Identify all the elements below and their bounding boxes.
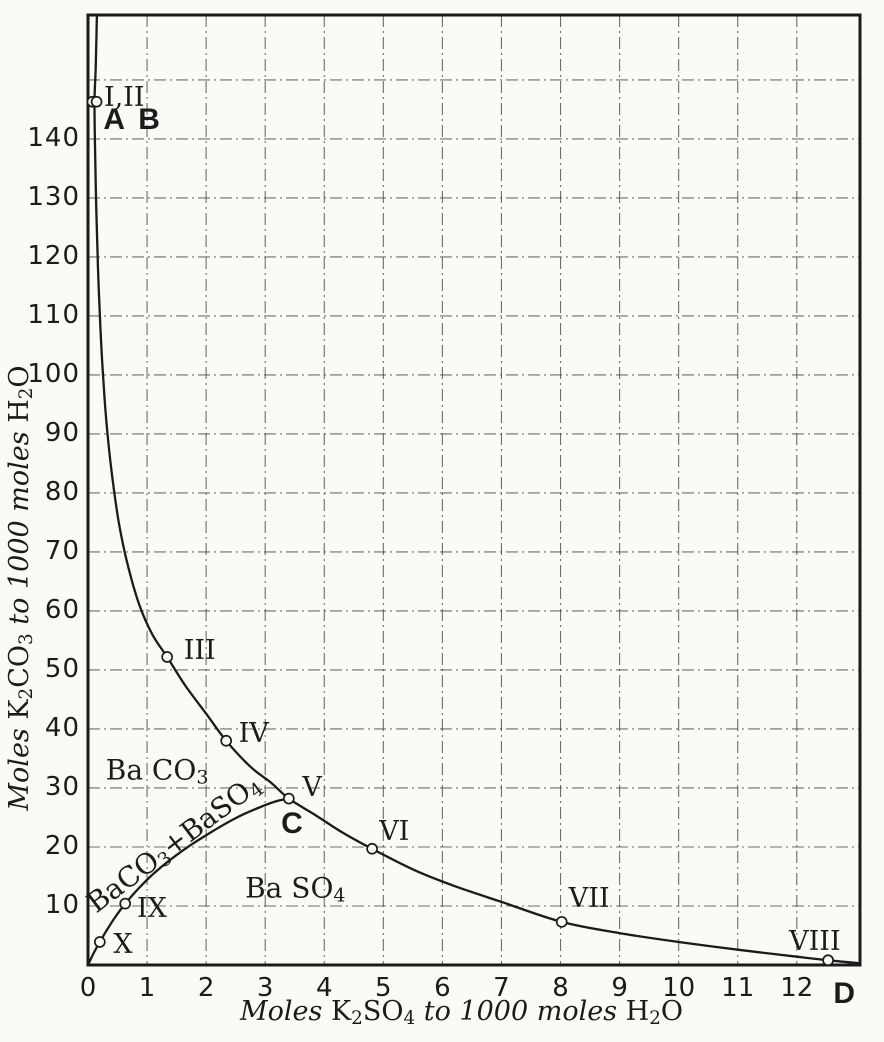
letter-label-A-B: A B [103,103,163,137]
y-tick-label-20: 20 [44,830,80,861]
data-point-markers [86,95,834,967]
region-label-Ba-SO-: Ba SO4 [245,871,346,907]
data-point-marker-I,II [90,95,103,108]
data-point-marker-VII [555,916,568,928]
data-point-marker-X [93,936,106,948]
data-point-marker-III [161,651,173,663]
y-tick-label-60: 60 [44,594,80,625]
x-tick-label-12: 12 [780,973,814,1003]
x-tick-label-8: 8 [552,973,569,1003]
x-tick-label-9: 9 [611,973,628,1003]
data-point-marker-VIII [822,954,834,967]
point-label-VI: VI [379,816,410,848]
y-tick-label-40: 40 [44,712,80,743]
data-point-marker-IV [220,734,233,747]
x-axis-title: Moles K2SO4 to 1000 moles H2O [240,996,684,1030]
y-tick-label-30: 30 [44,771,80,802]
x-tick-label-10: 10 [662,973,696,1003]
y-tick-label-80: 80 [44,476,80,507]
x-tick-label-5: 5 [375,973,392,1003]
y-tick-label-140: 140 [27,122,80,153]
x-tick-label-4: 4 [315,973,333,1003]
y-tick-label-90: 90 [44,417,80,448]
x-tick-label-2: 2 [197,973,215,1003]
data-point-marker-IX [119,897,132,910]
y-tick-label-100: 100 [27,358,80,389]
letter-label-D: D [833,976,859,1010]
grid-lines [88,15,860,965]
point-label-IV: IV [238,718,269,750]
x-tick-label-7: 7 [493,973,510,1003]
data-point-marker-V [282,792,295,805]
point-label-VIII: VIII [789,925,841,957]
data-point-marker-VI [366,842,378,855]
y-tick-label-130: 130 [27,181,80,212]
y-tick-label-50: 50 [44,653,80,684]
x-tick-label-6: 6 [434,973,451,1003]
y-tick-label-10: 10 [44,889,80,920]
point-label-VII: VII [568,883,610,915]
point-label-IX: IX [137,893,167,925]
point-label-X: X [113,929,133,961]
x-tick-label-11: 11 [721,973,755,1003]
y-axis-title: Moles K2CO3 to 1000 moles H2O [4,365,38,811]
region-label-Ba-CO-: Ba CO3 [105,753,209,789]
plot-frame [86,13,862,967]
y-tick-label-110: 110 [27,299,80,330]
x-tick-label-3: 3 [256,973,274,1003]
y-tick-label-120: 120 [27,240,80,271]
y-tick-label-70: 70 [44,535,80,566]
x-tick-label-0: 0 [79,973,97,1003]
x-tick-label-1: 1 [138,973,156,1003]
point-label-V: V [302,772,322,804]
letter-label-C: C [281,806,306,840]
point-label-III: III [183,635,216,667]
solubility-curve-A-B-to-D [93,13,862,965]
point-label-I,II: I,II [103,81,145,113]
